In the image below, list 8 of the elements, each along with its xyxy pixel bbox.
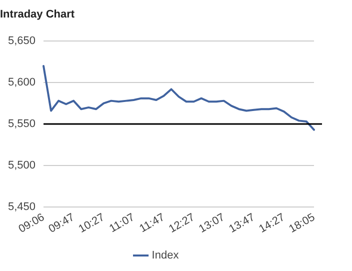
y-tick-label: 5,600: [8, 76, 36, 89]
y-tick-label: 5,500: [8, 159, 36, 172]
y-tick-label: 5,550: [8, 118, 36, 130]
x-tick-label: 09:06: [16, 211, 47, 236]
chart-title: Intraday Chart: [0, 8, 75, 21]
y-tick-label: 5,650: [8, 35, 36, 48]
y-tick-label: 5,450: [8, 200, 36, 213]
legend-label: Index: [152, 250, 180, 262]
